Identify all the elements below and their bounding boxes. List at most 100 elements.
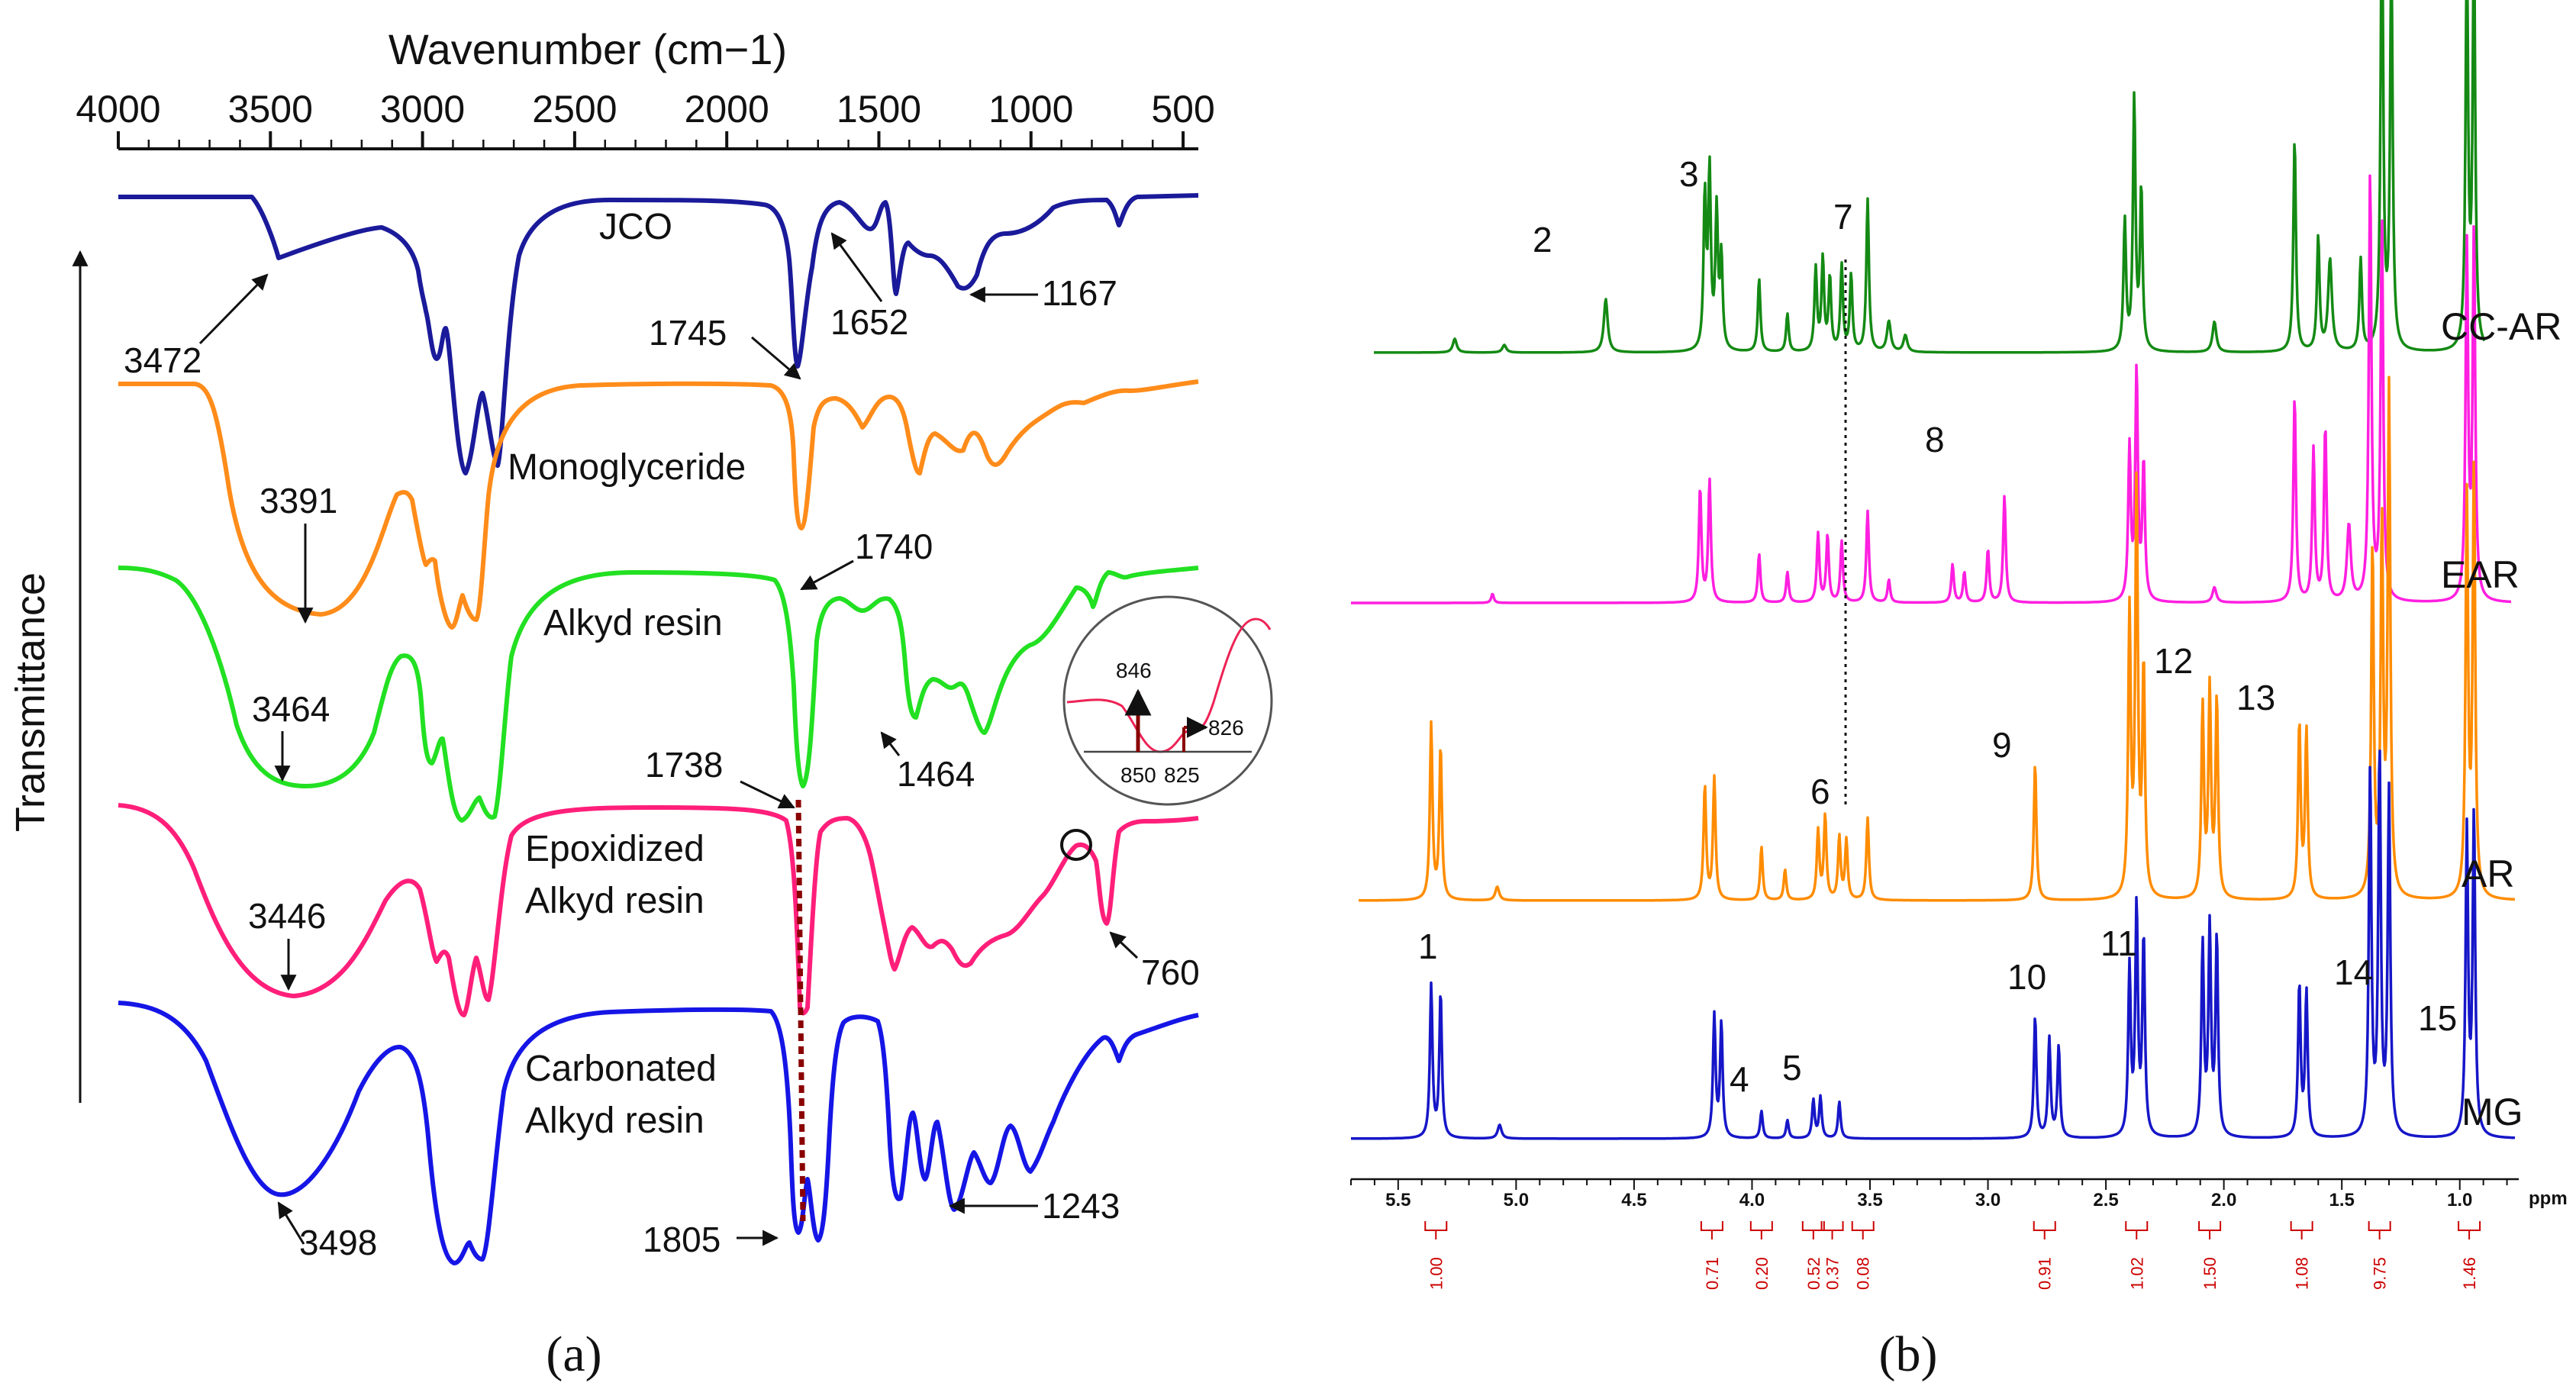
nmr-tick-label: 5.5 (1385, 1190, 1411, 1210)
ftir-ylabel: Transmittance (8, 572, 53, 832)
peak-label-9: 9 (1992, 725, 2012, 765)
annotation-1464: 1464 (897, 754, 975, 794)
peak-label-6: 6 (1810, 772, 1830, 811)
inset-peak-846: 846 (1116, 659, 1152, 682)
ftir-label-epoxidized-1: Epoxidized (525, 829, 704, 869)
nmr-integrals: 1.00 0.71 0.20 0.52 0.37 0.08 0.91 1.02 1.50 1.08… (1424, 1221, 2481, 1290)
ftir-xlabel: Wavenumber (cm−1) (388, 25, 787, 73)
inset-tick-850: 850 (1120, 763, 1156, 787)
nmr-integral-value: 0.52 (1804, 1257, 1823, 1290)
ftir-series-monoglyceride (118, 379, 1199, 630)
ftir-label-alkyd-resin: Alkyd resin (543, 603, 723, 643)
nmr-tick-label: 4.5 (1621, 1190, 1646, 1210)
nmr-integral-value: 9.75 (2371, 1257, 2390, 1290)
peak-label-15: 15 (2418, 998, 2457, 1038)
nmr-integral-value: 0.20 (1752, 1257, 1772, 1290)
nmr-x-ticks: 5.5 5.0 4.5 4.0 3.5 3.0 2.5 2.0 1.5 1.0 (1350, 1179, 2508, 1210)
nmr-integral-bracket (1851, 1221, 1875, 1231)
annotation-3446: 3446 (248, 896, 326, 936)
ftir-carbonyl-guide (795, 799, 806, 1222)
nmr-integral-bracket (2458, 1221, 2481, 1231)
nmr-tick-label: 2.5 (2093, 1190, 2118, 1210)
ftir-x-ticks: 4000 3500 3000 2500 2000 1500 1000 500 (76, 88, 1215, 149)
ftir-annotations: 3472 1745 1652 1167 3391 1740 3464 1464 … (124, 232, 1200, 1262)
annotation-1738: 1738 (645, 745, 723, 785)
peak-label-1: 1 (1418, 927, 1438, 966)
inset-peak-826: 826 (1208, 716, 1244, 740)
nmr-tick-label: 2.0 (2211, 1190, 2236, 1210)
nmr-tick-label: 3.0 (1975, 1190, 2001, 1210)
ftir-tick-label: 2500 (532, 88, 617, 131)
annotation-760: 760 (1141, 952, 1200, 992)
ftir-label-carbonated-2: Alkyd resin (525, 1101, 704, 1141)
ftir-series-carbonated-alkyd-resin (118, 1001, 1199, 1265)
nmr-series-ear (1350, 174, 2512, 604)
peak-label-10: 10 (2007, 957, 2046, 997)
nmr-integral-value: 1.02 (2127, 1257, 2146, 1290)
panel-label-a: (a) (546, 1326, 601, 1382)
ftir-chart: Wavenumber (cm−1) 4000 3500 3000 2500 2000 15… (8, 25, 1273, 1382)
nmr-xlabel: ppm (2529, 1188, 2568, 1209)
nmr-tick-label: 3.5 (1857, 1190, 1882, 1210)
nmr-integral-bracket (2368, 1221, 2391, 1231)
ftir-tick-label: 2000 (685, 88, 769, 131)
peak-label-12: 12 (2154, 641, 2193, 681)
peak-label-7: 7 (1833, 197, 1853, 237)
ftir-label-carbonated-1: Carbonated (525, 1049, 717, 1089)
nmr-integral-value: 1.46 (2460, 1257, 2479, 1290)
peak-label-11: 11 (2100, 923, 2137, 963)
annotation-3472: 3472 (124, 340, 202, 380)
nmr-integral-bracket (2125, 1221, 2149, 1231)
ftir-epoxy-circle-marker (1060, 829, 1092, 861)
annotation-1740: 1740 (855, 527, 933, 566)
annotation-1167: 1167 (1042, 273, 1117, 313)
annotation-3498: 3498 (299, 1223, 377, 1262)
peak-label-8: 8 (1925, 420, 1945, 459)
nmr-label-mg: MG (2462, 1091, 2523, 1133)
annotation-3391: 3391 (260, 481, 337, 521)
nmr-tick-label: 1.0 (2447, 1190, 2472, 1210)
nmr-integral-bracket (1749, 1221, 1773, 1231)
nmr-integral-bracket (2033, 1221, 2056, 1231)
nmr-peak-labels: 1 2 3 4 5 6 7 8 9 10 11 12 13 14 15 (1418, 154, 2457, 1099)
nmr-tick-label: 1.5 (2329, 1190, 2354, 1210)
nmr-integral-bracket (2198, 1221, 2222, 1231)
ftir-tick-label: 1000 (988, 88, 1073, 131)
nmr-label-ear: EAR (2441, 553, 2520, 596)
nmr-label-ar: AR (2462, 853, 2514, 895)
annotation-1243: 1243 (1042, 1186, 1120, 1226)
nmr-series-cc-ar (1373, 0, 2486, 354)
ftir-tick-label: 500 (1151, 88, 1214, 131)
nmr-series-mg (1350, 749, 2516, 1140)
panel-label-b: (b) (1879, 1326, 1938, 1382)
peak-label-4: 4 (1730, 1059, 1749, 1099)
nmr-integral-value: 0.37 (1823, 1257, 1843, 1290)
nmr-tick-label: 5.0 (1504, 1190, 1529, 1210)
ftir-series-epoxidized-alkyd-resin (118, 803, 1199, 1017)
annotation-1805: 1805 (643, 1220, 721, 1259)
ftir-series-jco (118, 193, 1199, 475)
ftir-tick-label: 1500 (837, 88, 921, 131)
nmr-series-group (1350, 0, 2516, 1140)
ftir-tick-label: 3000 (380, 88, 465, 131)
nmr-label-cc-ar: CC-AR (2441, 305, 2561, 348)
ftir-inset: 846 826 850 825 (1062, 595, 1273, 806)
annotation-1745: 1745 (649, 313, 727, 353)
nmr-integral-value: 1.50 (2200, 1257, 2220, 1290)
ftir-label-jco: JCO (599, 207, 672, 247)
nmr-integral-bracket (2290, 1221, 2313, 1231)
nmr-series-ar (1358, 376, 2516, 902)
ftir-series-group (118, 193, 1199, 1265)
peak-label-14: 14 (2334, 952, 2373, 992)
peak-label-5: 5 (1782, 1048, 1802, 1088)
peak-label-3: 3 (1679, 154, 1699, 194)
ftir-series-alkyd-resin (118, 566, 1199, 823)
ftir-label-epoxidized-2: Alkyd resin (525, 881, 704, 921)
nmr-integral-value: 1.00 (1427, 1257, 1446, 1290)
annotation-3464: 3464 (252, 689, 330, 729)
nmr-integral-value: 0.71 (1703, 1257, 1722, 1290)
nmr-integral-bracket (1700, 1221, 1723, 1231)
nmr-integral-value: 0.08 (1854, 1257, 1873, 1290)
ftir-tick-label: 4000 (76, 88, 160, 131)
